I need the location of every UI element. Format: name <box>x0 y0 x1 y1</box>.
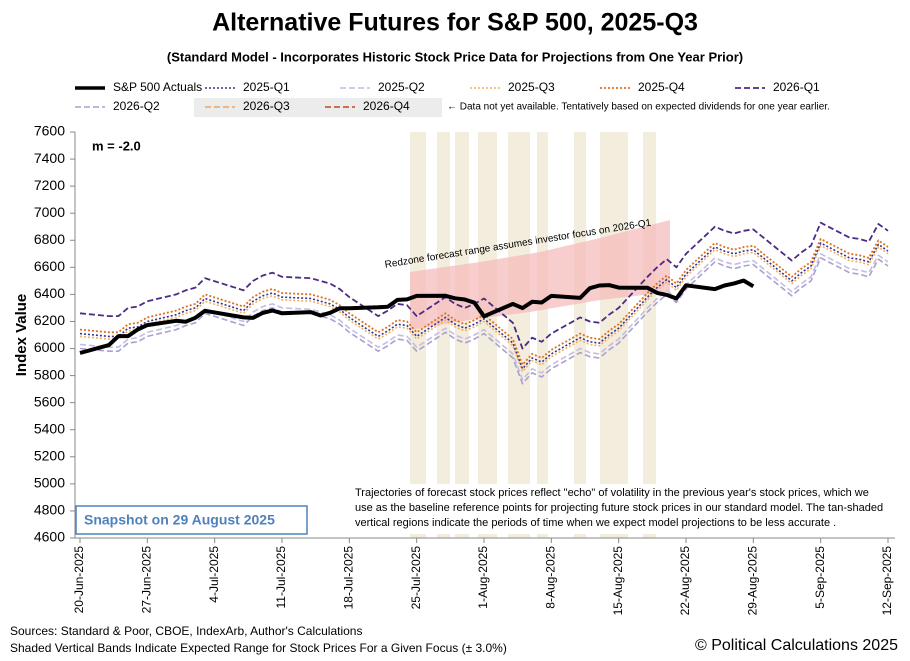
y-tick-label: 7400 <box>34 150 65 166</box>
tan-band <box>455 132 469 538</box>
y-tick-label: 6000 <box>34 339 65 355</box>
x-tick-label: 25-Jul-2025 <box>409 546 423 610</box>
x-tick-label: 18-Jul-2025 <box>342 546 356 610</box>
tan-band <box>508 132 530 538</box>
legend-label: S&P 500 Actuals <box>113 80 202 94</box>
legend-note: ← Data not yet available. Tentatively ba… <box>447 102 830 113</box>
y-tick-label: 5400 <box>34 420 65 436</box>
legend-label: 2025-Q4 <box>638 80 685 94</box>
snapshot-box <box>75 505 308 535</box>
copyright: © Political Calculations 2025 <box>695 637 898 654</box>
tan-band <box>437 132 450 538</box>
series-line <box>79 257 889 385</box>
note-line: use as the baseline reference points for… <box>355 502 883 514</box>
tan-band <box>643 132 656 538</box>
y-tick-label: 7200 <box>34 177 65 193</box>
y-tick-label: 6200 <box>34 312 65 328</box>
y-tick-label: 5600 <box>34 393 65 409</box>
slope-label: m = -2.0 <box>92 138 141 153</box>
x-tick-label: 22-Aug-2025 <box>678 546 692 616</box>
snapshot-label: Snapshot on 29 August 2025 <box>84 512 275 528</box>
y-tick-label: 5800 <box>34 366 65 382</box>
legend-label: 2026-Q1 <box>773 80 820 94</box>
sources: Sources: Standard & Poor, CBOE, IndexArb… <box>10 624 362 638</box>
tan-band <box>574 132 586 538</box>
x-tick-label: 29-Aug-2025 <box>746 546 760 616</box>
y-tick-label: 6600 <box>34 258 65 274</box>
y-tick-label: 7000 <box>34 204 65 220</box>
x-tick-label: 20-Jun-2025 <box>72 546 86 614</box>
x-tick-label: 8-Aug-2025 <box>544 546 558 609</box>
x-tick-label: 1-Aug-2025 <box>476 546 490 609</box>
legend-label: 2025-Q3 <box>508 80 555 94</box>
series-line <box>79 244 889 373</box>
x-tick-label: 4-Jul-2025 <box>207 546 221 603</box>
x-tick-label: 12-Sep-2025 <box>880 546 894 616</box>
note-line: vertical regions indicate the periods of… <box>355 517 836 529</box>
x-tick-label: 11-Jul-2025 <box>274 546 288 609</box>
note-line: Trajectories of forecast stock prices re… <box>355 487 869 499</box>
y-tick-label: 4600 <box>34 529 65 545</box>
tan-band <box>600 132 628 538</box>
chart-title: Alternative Futures for S&P 500, 2025-Q3 <box>212 9 698 37</box>
chart-subtitle: (Standard Model - Incorporates Historic … <box>167 49 743 64</box>
bands-note: Shaded Vertical Bands Indicate Expected … <box>10 641 507 655</box>
y-tick-label: 5200 <box>34 448 65 464</box>
y-tick-label: 6400 <box>34 285 65 301</box>
series-line <box>79 278 755 355</box>
tan-band <box>537 132 548 538</box>
y-tick-label: 6800 <box>34 231 65 247</box>
legend-label: 2025-Q2 <box>378 80 425 94</box>
note-box <box>348 484 893 534</box>
x-tick-label: 27-Jun-2025 <box>140 546 154 614</box>
legend-label: 2026-Q4 <box>363 99 410 113</box>
y-axis-label: Index Value <box>13 294 30 377</box>
series-line <box>79 242 889 370</box>
y-tick-label: 7600 <box>34 123 65 139</box>
x-tick-label: 5-Sep-2025 <box>813 546 827 609</box>
legend-label: 2025-Q1 <box>243 80 290 94</box>
legend-label: 2026-Q3 <box>243 99 290 113</box>
y-tick-label: 5000 <box>34 475 65 491</box>
legend-label: 2026-Q2 <box>113 99 160 113</box>
tan-band <box>478 132 497 538</box>
x-tick-label: 15-Aug-2025 <box>611 546 625 616</box>
series-line <box>79 253 889 381</box>
series-line <box>79 221 889 350</box>
legend-highlight <box>194 98 442 117</box>
y-tick-label: 4800 <box>34 502 65 518</box>
